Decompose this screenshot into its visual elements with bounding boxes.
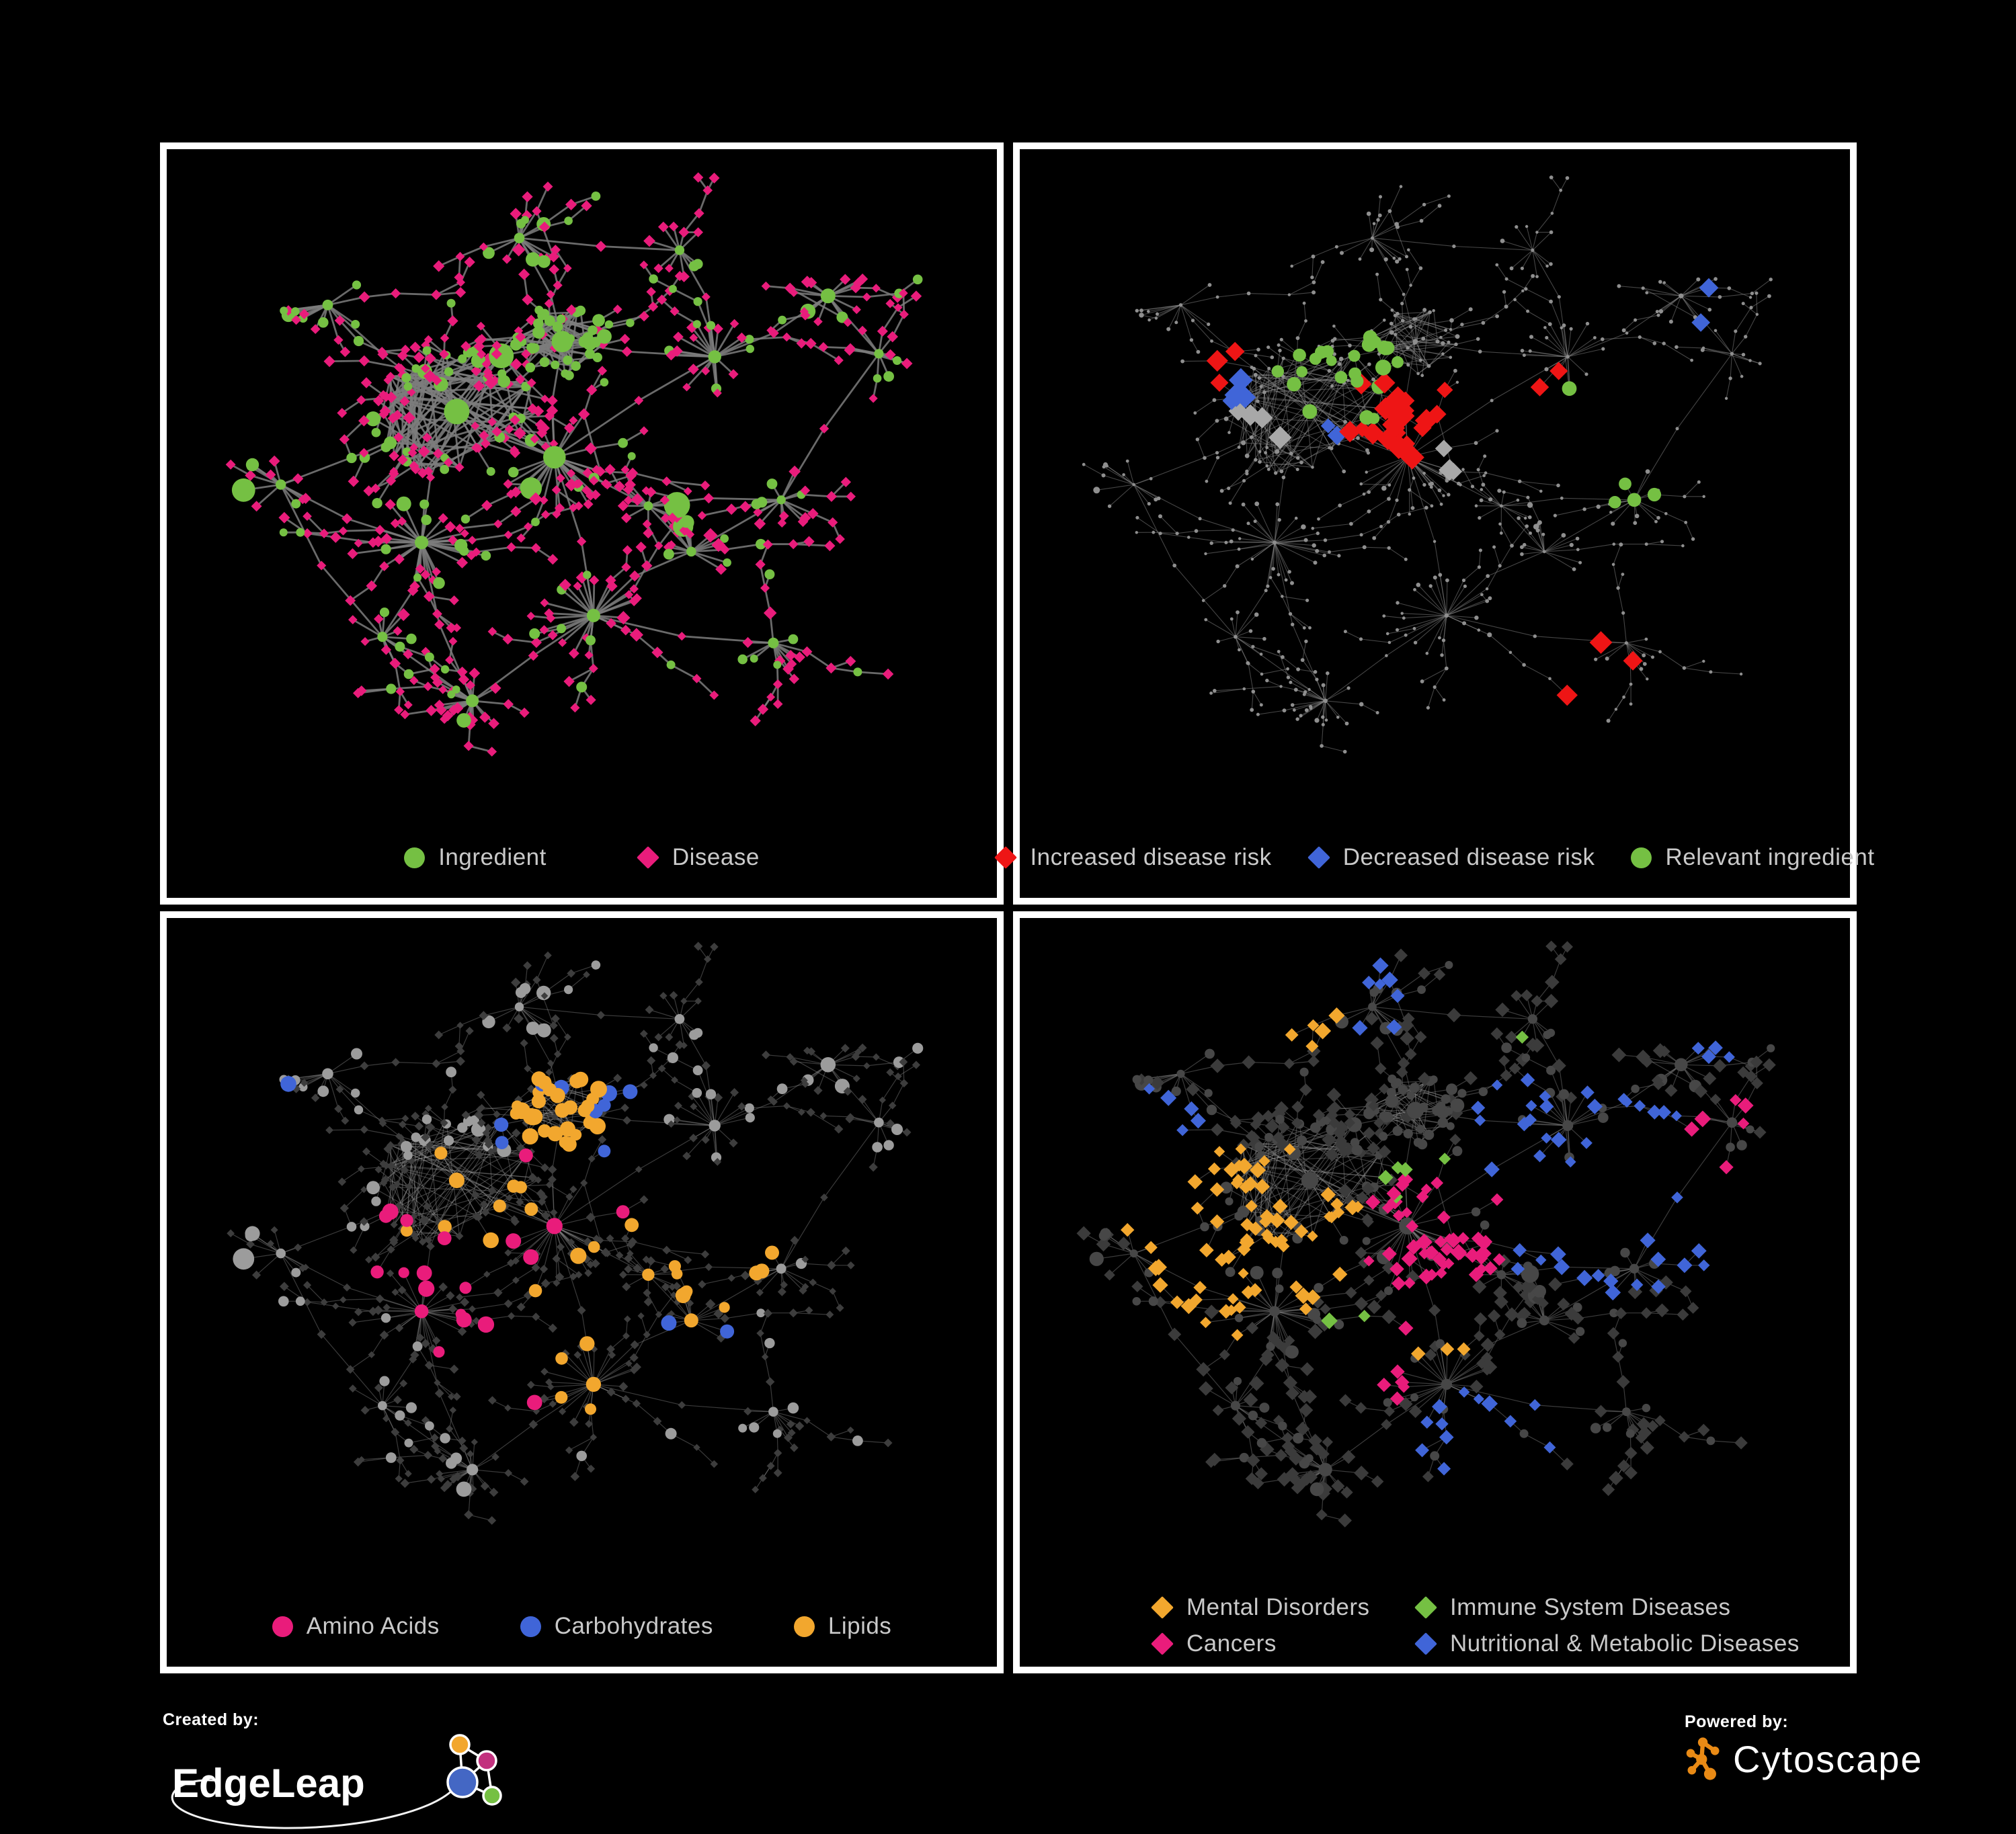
legend-item-lipids: Lipids <box>794 1613 891 1640</box>
legend-label: Nutritional & Metabolic Diseases <box>1450 1630 1800 1657</box>
panel-disease-categories: Mental Disorders Immune System Diseases Ca… <box>1013 911 1857 1673</box>
circle-marker <box>1631 847 1652 868</box>
edgeleap-node-blue <box>448 1767 477 1797</box>
network-graph-disease-categories <box>1020 918 1850 1573</box>
legend-label: Decreased disease risk <box>1343 844 1595 871</box>
panel-disease-risk: Increased disease risk Decreased disease … <box>1013 142 1857 905</box>
diamond-marker <box>1307 846 1330 869</box>
edgeleap-logo: EdgeLeap <box>163 1730 519 1831</box>
legend-label: Immune System Diseases <box>1450 1594 1731 1621</box>
legend-disease-categories: Mental Disorders Immune System Diseases Ca… <box>1020 1594 1850 1657</box>
legend-label: Cancers <box>1186 1630 1277 1657</box>
legend-label: Ingredient <box>438 844 547 871</box>
diamond-marker <box>1151 1632 1174 1655</box>
legend-label: Amino Acids <box>307 1613 440 1640</box>
legend-item-nutritional-metabolic-diseases: Nutritional & Metabolic Diseases <box>1415 1630 1800 1657</box>
network-graph-disease-risk <box>1020 149 1850 804</box>
circle-marker <box>794 1616 815 1637</box>
diamond-marker <box>1414 1596 1437 1619</box>
legend-label: Relevant ingredient <box>1665 844 1874 871</box>
powered-by-block: Powered by: Cytoscape <box>1685 1712 1923 1782</box>
network-graph-ingredient-disease <box>167 149 997 804</box>
legend-item-increased-disease-risk: Increased disease risk <box>995 844 1271 871</box>
legend-label: Carbohydrates <box>555 1613 713 1640</box>
edgeleap-network-icon <box>448 1735 501 1804</box>
legend-item-amino-acids: Amino Acids <box>272 1613 440 1640</box>
legend-disease-risk: Increased disease risk Decreased disease … <box>1020 844 1850 871</box>
edgeleap-node-magenta <box>477 1751 496 1770</box>
legend-label: Disease <box>672 844 760 871</box>
legend-item-carbohydrates: Carbohydrates <box>520 1613 713 1640</box>
legend-item-disease: Disease <box>637 844 760 871</box>
created-by-label: Created by: <box>163 1710 519 1730</box>
circle-marker <box>272 1616 293 1637</box>
cytoscape-wordmark: Cytoscape <box>1733 1737 1923 1781</box>
legend-item-ingredient: Ingredient <box>404 844 547 871</box>
legend-item-cancers: Cancers <box>1152 1630 1415 1657</box>
legend-label: Increased disease risk <box>1030 844 1271 871</box>
legend-item-immune-system-diseases: Immune System Diseases <box>1415 1594 1800 1621</box>
legend-label: Lipids <box>828 1613 891 1640</box>
edgeleap-node-green <box>483 1787 501 1804</box>
diamond-marker <box>1151 1596 1174 1619</box>
panel-ingredient-disease: Ingredient Disease <box>160 142 1004 905</box>
legend-item-mental-disorders: Mental Disorders <box>1152 1594 1415 1621</box>
legend-item-relevant-ingredient: Relevant ingredient <box>1631 844 1874 871</box>
diamond-marker <box>1414 1632 1437 1655</box>
legend-nutrient-classes: Amino Acids Carbohydrates Lipids <box>167 1613 997 1640</box>
circle-marker <box>520 1616 541 1637</box>
circle-marker <box>404 847 425 868</box>
panel-nutrient-classes: Amino Acids Carbohydrates Lipids <box>160 911 1004 1673</box>
powered-by-label: Powered by: <box>1685 1712 1923 1732</box>
legend-item-decreased-disease-risk: Decreased disease risk <box>1308 844 1595 871</box>
network-graph-nutrient-classes <box>167 918 997 1573</box>
edgeleap-wordmark: EdgeLeap <box>172 1761 365 1806</box>
created-by-block: Created by: EdgeLeap <box>163 1710 519 1834</box>
legend-label: Mental Disorders <box>1186 1594 1370 1621</box>
diamond-marker <box>994 846 1017 869</box>
cytoscape-logo-icon <box>1685 1736 1722 1782</box>
legend-ingredient-disease: Ingredient Disease <box>167 844 997 871</box>
diamond-marker <box>637 846 659 869</box>
edgeleap-node-orange <box>450 1735 469 1754</box>
panel-grid: Ingredient Disease Increased disease risk… <box>160 142 1857 1673</box>
